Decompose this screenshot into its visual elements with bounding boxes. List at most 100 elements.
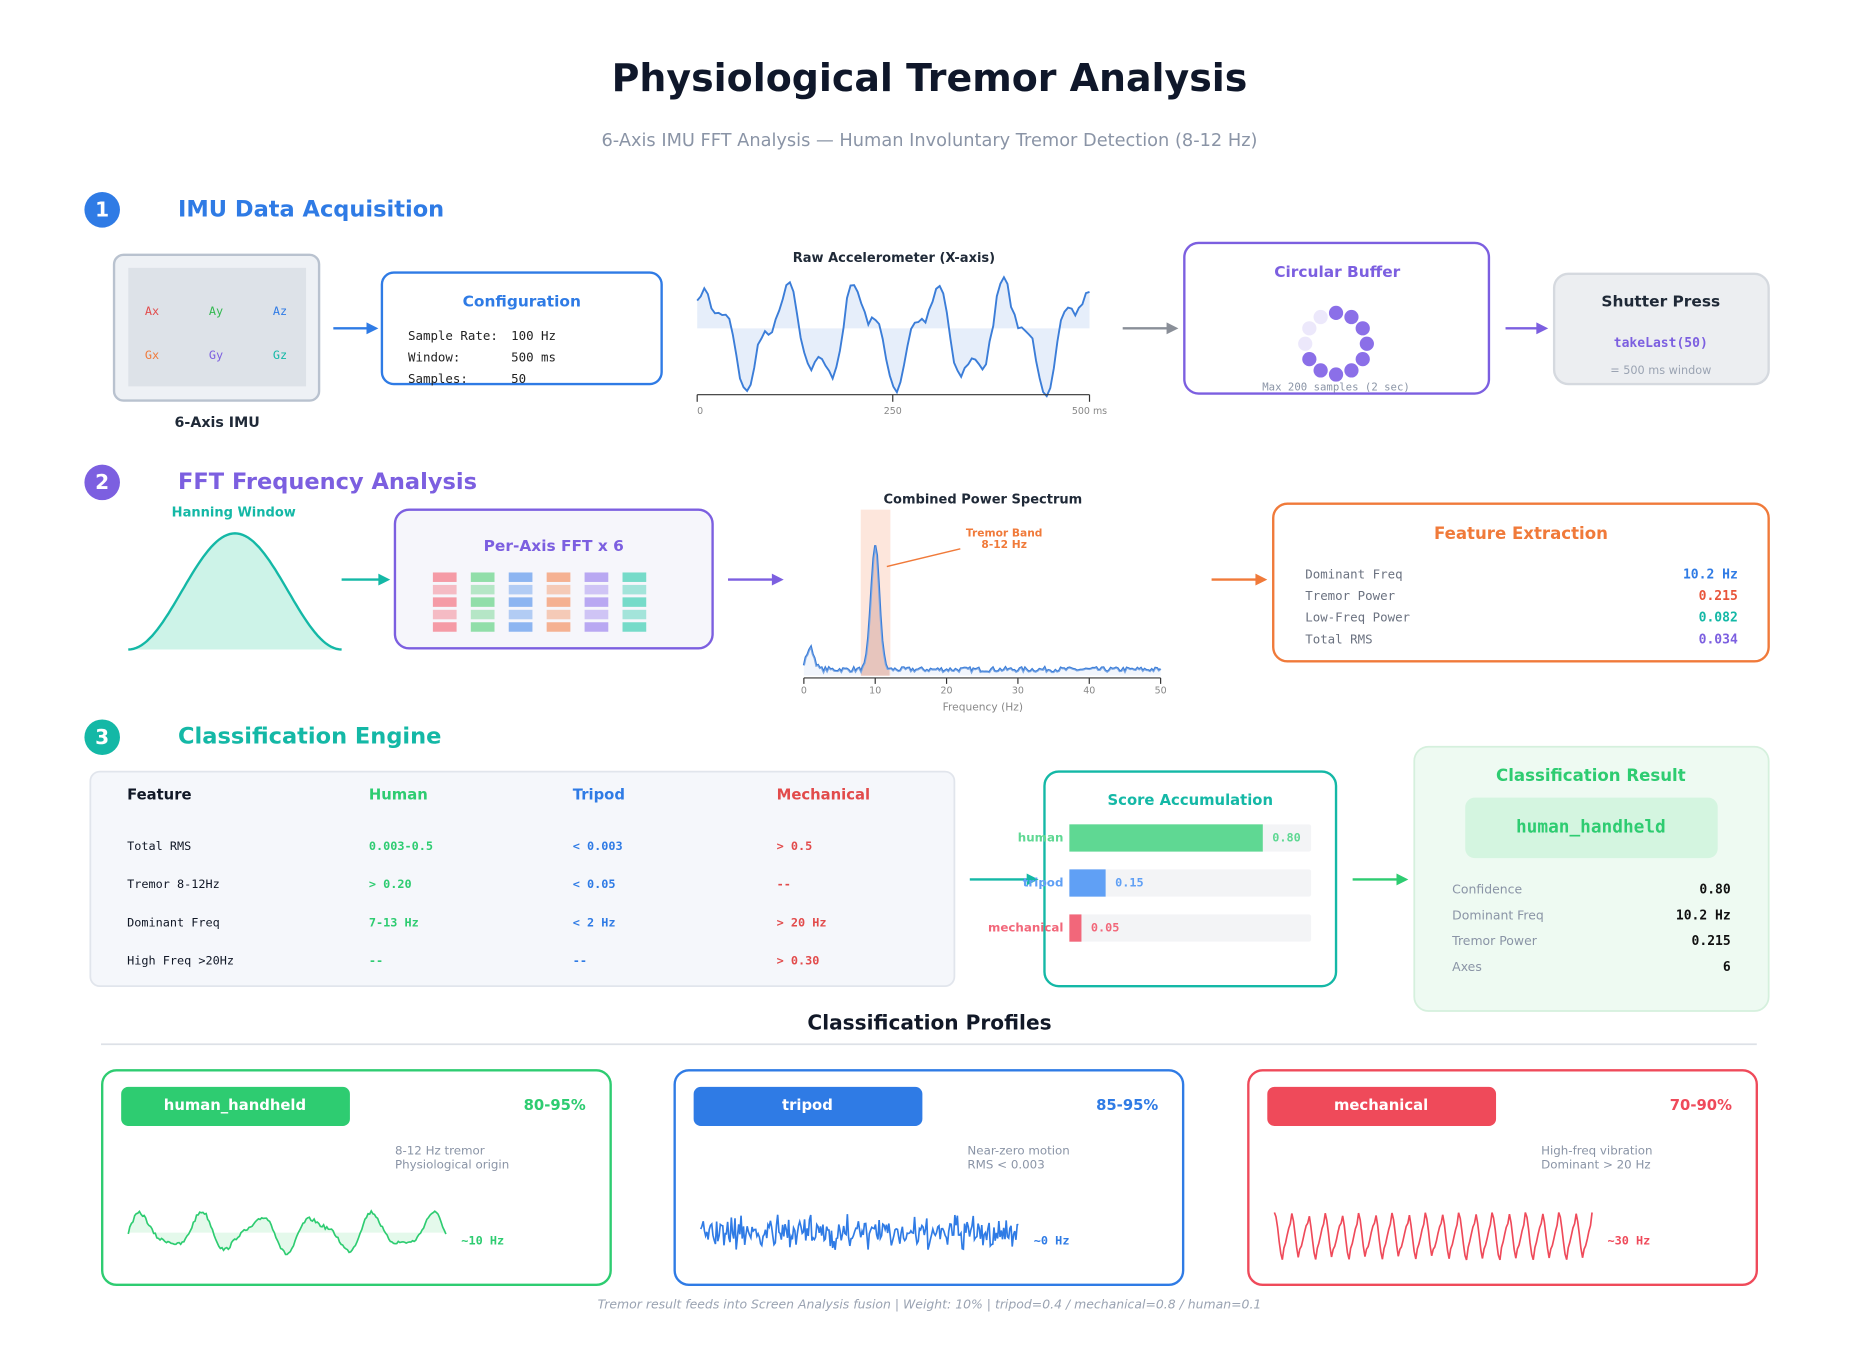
hanning-line	[128, 532, 342, 651]
label: Combined Power Spectrum	[883, 493, 1082, 508]
panel	[380, 271, 663, 386]
buffer-slot	[1313, 309, 1328, 325]
profile-range: 70-90%	[1670, 1097, 1732, 1114]
arrow-head	[366, 322, 379, 335]
fft-cell	[584, 622, 609, 632]
fft-cell	[584, 572, 609, 582]
label: Frequency (Hz)	[943, 701, 1023, 714]
label: 10.2 Hz	[1676, 908, 1731, 923]
label: 8-12 Hz	[981, 538, 1026, 551]
arrow-head	[1166, 322, 1179, 335]
label: 0.034	[1699, 632, 1738, 647]
label: 0.80	[1699, 883, 1731, 898]
subtitle: 6-Axis IMU FFT Analysis — Human Involunt…	[602, 131, 1258, 151]
label: Window:	[408, 349, 460, 364]
profile-frequency: ~0 Hz	[1034, 1233, 1070, 1247]
tick-label: 20	[941, 686, 953, 697]
tick-label: 0	[801, 686, 807, 697]
table-cell: --	[777, 877, 791, 891]
label: 500 ms	[511, 349, 556, 364]
fft-cell	[432, 609, 457, 620]
label: Dominant Freq	[1452, 907, 1544, 922]
tick-label: 10	[869, 686, 881, 697]
label: 50	[511, 371, 526, 386]
profile-wave	[699, 1214, 1019, 1251]
fft-cell	[432, 584, 457, 595]
callout	[886, 548, 961, 568]
label: Score Accumulation	[1108, 792, 1273, 809]
panel	[1272, 502, 1770, 663]
label: Tremor Power	[1305, 588, 1395, 603]
section-title: Classification Engine	[178, 724, 441, 750]
buffer-slot	[1344, 363, 1359, 378]
tick-label: 30	[1012, 686, 1024, 697]
wave-area	[128, 1210, 446, 1255]
profile-range: 80-95%	[524, 1097, 586, 1114]
axis-label: Gz	[273, 348, 287, 362]
label: 10.2 Hz	[1683, 567, 1738, 582]
fft-cell	[622, 609, 647, 620]
spectrum-area	[803, 545, 1161, 676]
label: Low-Freq Power	[1305, 610, 1410, 625]
score-bar	[1069, 869, 1106, 897]
table-cell: > 0.5	[777, 839, 813, 853]
profile-wave	[127, 1209, 447, 1256]
axis-label: Gx	[145, 348, 159, 362]
fft-cell	[622, 584, 647, 595]
section-badge	[84, 719, 120, 756]
fft-cell	[470, 572, 495, 582]
buffer-slot	[1328, 367, 1344, 382]
tick-label: 500 ms	[1072, 406, 1107, 417]
arrow-head	[1396, 873, 1409, 886]
label: Confidence	[1452, 882, 1522, 897]
fft-cell	[508, 609, 533, 620]
profile-range: 85-95%	[1096, 1097, 1158, 1114]
fft-cell	[470, 584, 495, 595]
label: Classification Profiles	[807, 1011, 1051, 1035]
table-cell: Dominant Freq	[127, 915, 220, 929]
profile-frequency: ~30 Hz	[1607, 1233, 1650, 1247]
section-number: 1	[95, 197, 109, 221]
buffer-slot	[1355, 352, 1370, 367]
label: Configuration	[463, 293, 581, 311]
score-label: 0.05	[1091, 921, 1120, 935]
buffer-slot	[1344, 309, 1359, 325]
fft-cell	[470, 597, 495, 607]
hanning-area	[128, 533, 342, 650]
panel	[89, 770, 956, 988]
fft-cell	[432, 572, 457, 582]
fft-cell	[470, 622, 495, 632]
fft-cell	[622, 597, 647, 607]
tick-label: 40	[1083, 686, 1095, 697]
label: Samples:	[408, 371, 468, 386]
label: takeLast(50)	[1614, 336, 1708, 351]
table-cell: > 20 Hz	[777, 915, 827, 929]
profile-name: human_handheld	[164, 1097, 306, 1114]
fft-cell	[584, 597, 609, 607]
fft-cell	[508, 572, 533, 582]
score-track	[1069, 914, 1312, 942]
section-number: 2	[95, 470, 109, 494]
table-cell: 7-13 Hz	[369, 915, 419, 929]
table-cell: Tremor 8-12Hz	[127, 877, 220, 891]
fft-cell	[546, 584, 571, 595]
label: Total RMS	[1305, 631, 1372, 646]
score-label: 0.15	[1115, 876, 1144, 890]
table-header: Feature	[127, 786, 191, 803]
score-track	[1069, 869, 1312, 897]
fft-cell	[546, 597, 571, 607]
profile-name: tripod	[782, 1097, 833, 1114]
section-badge	[84, 192, 120, 228]
buffer-slot	[1328, 305, 1344, 321]
label: 0.082	[1699, 611, 1738, 626]
buffer-slot	[1313, 363, 1328, 378]
label: RMS < 0.003	[967, 1158, 1044, 1172]
fft-cell	[622, 572, 647, 582]
panel	[1552, 272, 1770, 386]
fft-cell	[546, 622, 571, 632]
label: human_handheld	[1516, 817, 1666, 837]
table-cell: --	[573, 954, 587, 968]
fft-cell	[546, 609, 571, 620]
tick-label: 50	[1155, 686, 1167, 697]
